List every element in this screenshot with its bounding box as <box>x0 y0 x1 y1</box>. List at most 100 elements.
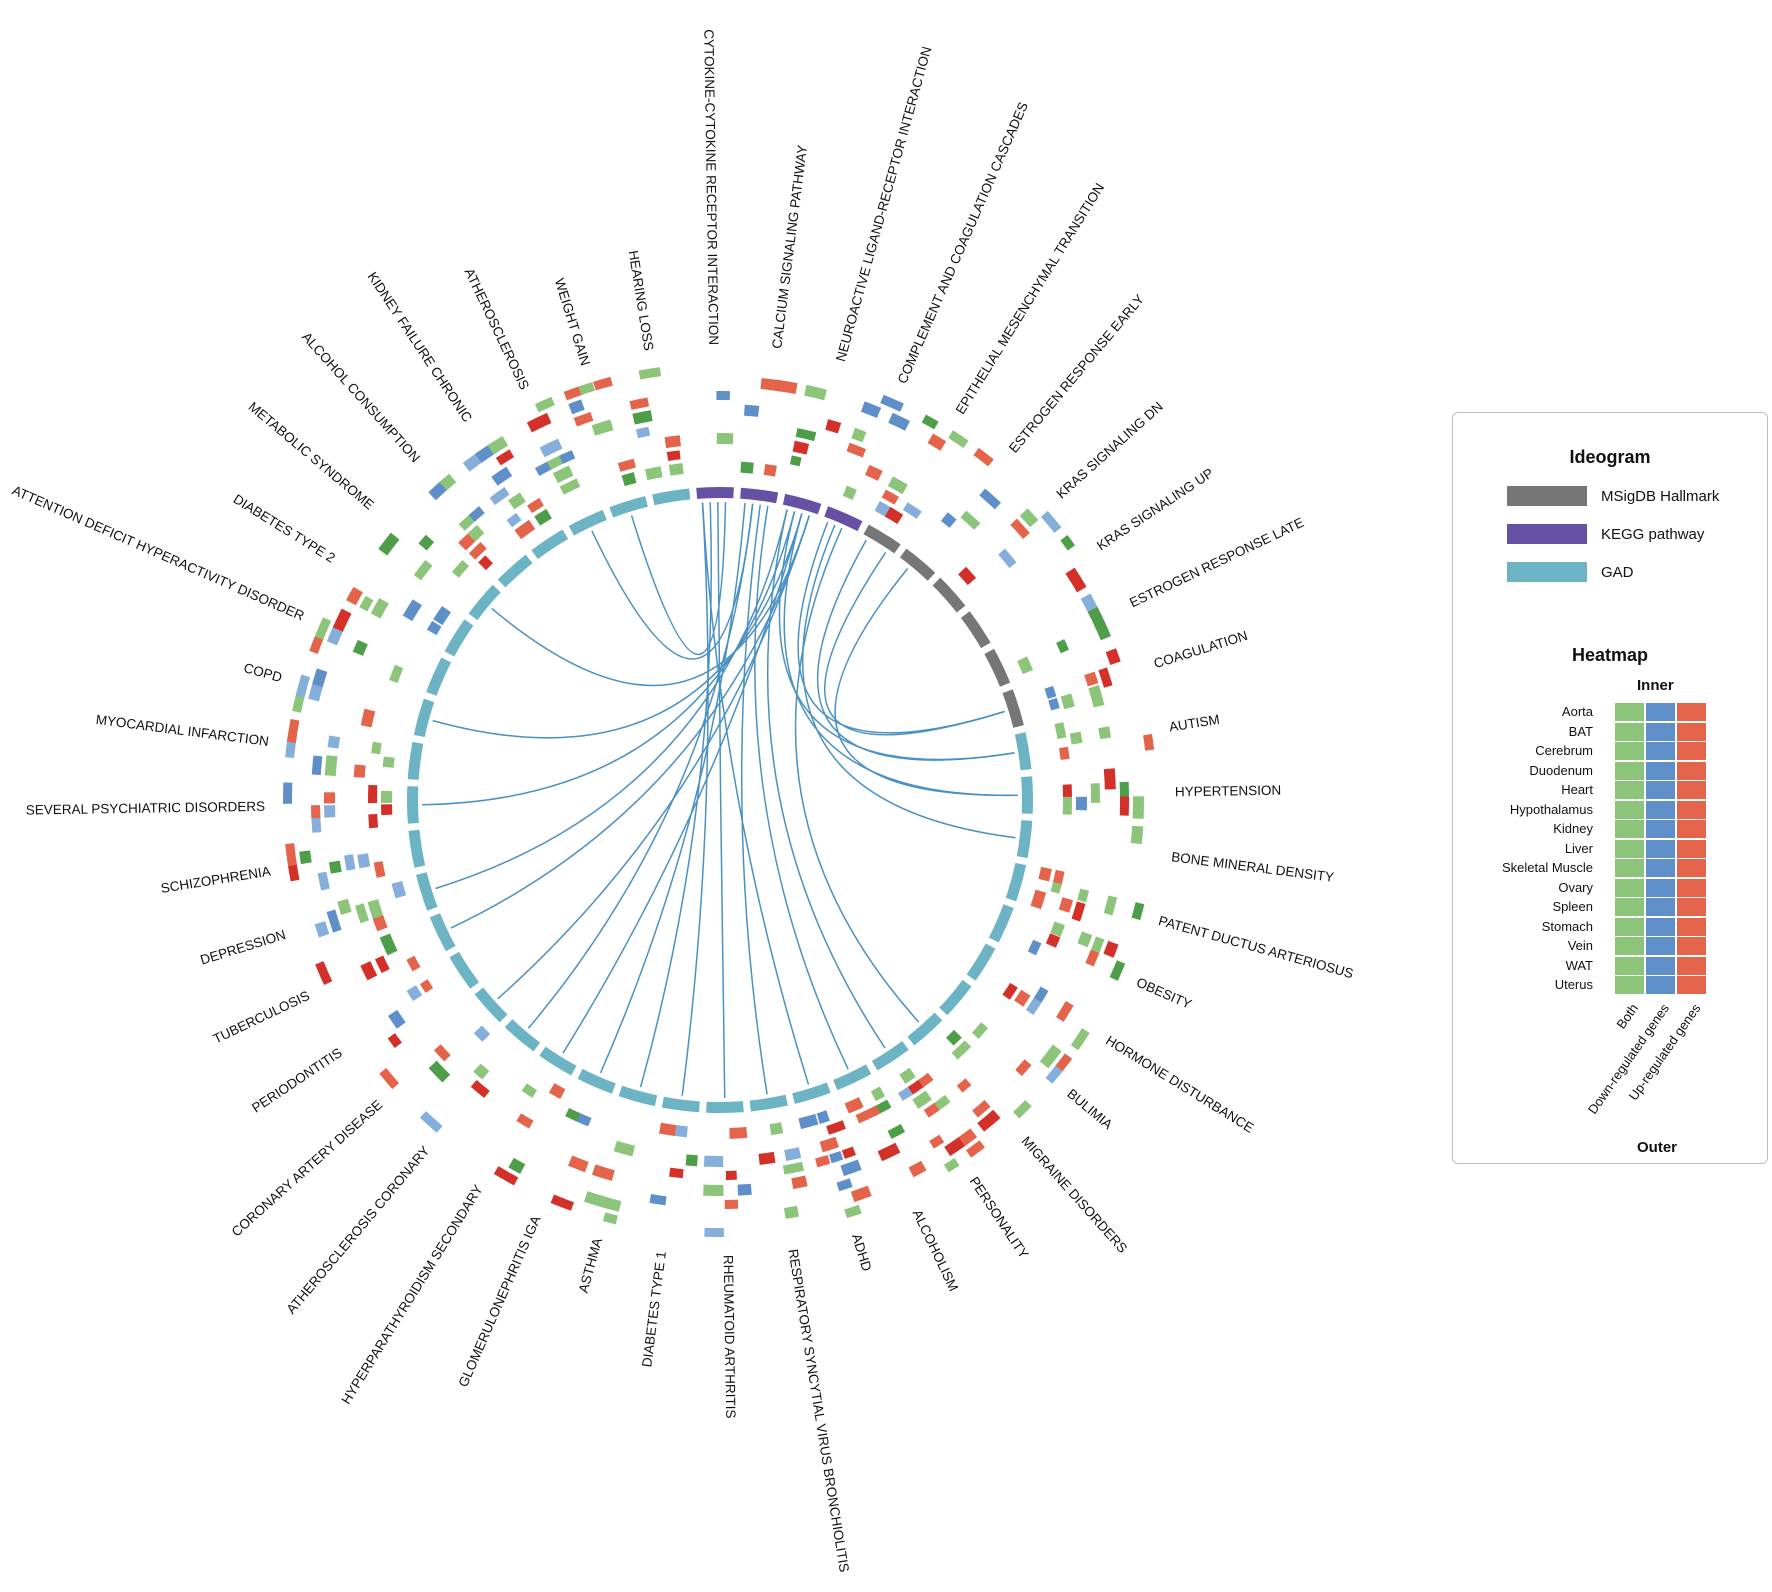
heatmap-cell <box>1050 921 1065 937</box>
heatmap-legend-cell <box>1646 956 1675 975</box>
legend-swatch-gad <box>1507 562 1587 582</box>
heatmap-legend-cell <box>1646 761 1675 780</box>
chord-links <box>422 502 1018 1098</box>
ideogram-segment <box>939 979 972 1016</box>
heatmap-cell <box>314 921 330 938</box>
heatmap-legend-cell <box>1615 800 1644 819</box>
heatmap-cell <box>1119 781 1129 800</box>
segment-label: SCHIZOPHRENIA <box>160 864 272 896</box>
segment-label: BULIMIA <box>1064 1086 1115 1132</box>
heatmap-cell <box>1039 1044 1062 1069</box>
segment-label: AUTISM <box>1168 712 1221 735</box>
heatmap-cell <box>880 394 904 412</box>
segment-label: PERIODONTITIS <box>249 1045 345 1116</box>
chord-link <box>435 509 788 890</box>
heatmap-cell <box>1103 768 1116 790</box>
heatmap-cell <box>1056 639 1070 654</box>
heatmap-cell <box>649 1194 667 1206</box>
ideogram-segment <box>568 509 607 536</box>
ideogram-segment <box>984 648 1011 687</box>
heatmap-cell <box>508 1157 526 1174</box>
heatmap-cell <box>324 792 336 804</box>
heatmap-cell <box>602 1212 618 1225</box>
chord-link <box>766 509 886 1049</box>
heatmap-cell <box>632 410 653 425</box>
heatmap-cell <box>784 1147 802 1161</box>
heatmap-cell <box>1015 1059 1032 1076</box>
heatmap-cell <box>902 502 922 519</box>
heatmap-cell <box>373 861 386 878</box>
heatmap-cell <box>526 412 552 433</box>
heatmap-cell <box>295 674 311 698</box>
segment-label: WEIGHT GAIN <box>552 277 593 368</box>
heatmap-cell <box>888 412 910 431</box>
segment-label: ADHD <box>849 1232 875 1273</box>
heatmap-tissue-label: Cerebrum <box>1535 743 1593 758</box>
heatmap-cell <box>1044 685 1057 699</box>
heatmap-cell <box>617 458 636 472</box>
heatmap-tissue-label: Aorta <box>1561 704 1593 719</box>
ideogram-segment <box>792 1082 831 1104</box>
heatmap-cell <box>1045 1065 1063 1084</box>
heatmap-column-label: Both <box>1613 1001 1642 1032</box>
heatmap-cell <box>841 1146 856 1159</box>
heatmap-cell <box>370 598 389 619</box>
heatmap-cell <box>324 755 338 776</box>
heatmap-cell <box>380 790 393 804</box>
heatmap-cell <box>724 1199 739 1209</box>
heatmap-cell <box>669 1167 684 1179</box>
heatmap-legend-cell <box>1615 878 1644 897</box>
heatmap-cell <box>855 1110 870 1124</box>
heatmap-legend-cell <box>1615 839 1644 858</box>
heatmap-cell <box>583 1191 608 1208</box>
ideogram-segment <box>1016 820 1033 859</box>
heatmap-cell <box>548 1083 566 1099</box>
segment-label: PERSONALITY <box>967 1174 1032 1261</box>
heatmap-cell <box>1017 656 1034 675</box>
heatmap-cell <box>493 1166 519 1186</box>
ideogram-segment <box>661 1096 700 1113</box>
heatmap-cell <box>1013 1099 1032 1119</box>
heatmap-cell <box>844 1204 862 1219</box>
heatmap-cell <box>326 626 344 646</box>
heatmap-tissue-label: Heart <box>1561 782 1593 797</box>
heatmap-cell <box>884 506 904 525</box>
chord-link <box>599 502 746 1074</box>
heatmap-cell <box>927 433 947 451</box>
ideogram-segment <box>444 619 474 657</box>
segment-label: GLOMERULONEPHRITIS IGA <box>456 1213 544 1389</box>
heatmap-cell <box>1105 648 1121 665</box>
heatmap-cell <box>940 512 957 528</box>
ideogram-segment <box>407 741 424 780</box>
segment-label: ALCOHOL CONSUMPTION <box>299 329 423 465</box>
heatmap-cell <box>1088 685 1105 708</box>
heatmap-cell <box>972 1099 991 1118</box>
segment-label: ATHEROSCLEROSIS <box>462 266 533 392</box>
heatmap-cell <box>534 508 552 526</box>
heatmap-cell <box>899 1067 916 1084</box>
heatmap-legend-cell <box>1646 937 1675 955</box>
heatmap-legend-cell <box>1646 898 1675 916</box>
ideogram-segment <box>932 577 966 613</box>
ideogram-segment <box>497 554 533 588</box>
heatmap-cell <box>1132 796 1145 819</box>
heatmap-tissue-label: BAT <box>1568 723 1593 739</box>
heatmap-cell <box>1094 620 1112 641</box>
ideogram-segment <box>782 493 822 515</box>
heatmap-cell <box>840 1159 862 1177</box>
heatmap-cell <box>1045 933 1061 948</box>
heatmap-cell <box>716 391 730 401</box>
heatmap-cell <box>912 1090 932 1109</box>
segment-label: ESTROGEN RESPONSE LATE <box>1127 515 1306 611</box>
legend-panel: Ideogram MSigDB Hallmark KEGG pathway GA… <box>1452 412 1768 1164</box>
heatmap-cell <box>389 664 404 683</box>
heatmap-cell <box>565 1107 581 1122</box>
heatmap-rings <box>282 367 1155 1237</box>
segment-label: PATENT DUCTUS ARTERIOSUS <box>1157 913 1355 981</box>
heatmap-cell <box>729 1126 748 1139</box>
heatmap-cell <box>468 506 485 522</box>
segment-label: CALCIUM SIGNALING PATHWAY <box>769 144 810 349</box>
heatmap-cell <box>311 755 323 776</box>
heatmap-legend-cell <box>1615 917 1644 936</box>
heatmap-cell <box>360 708 376 728</box>
